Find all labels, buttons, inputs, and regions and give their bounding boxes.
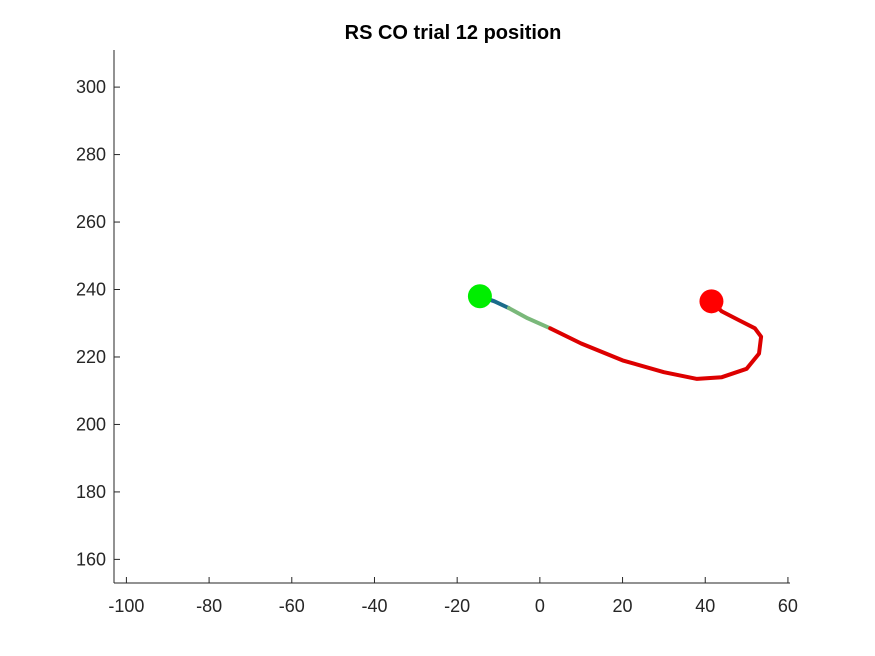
y-tick-label: 300 xyxy=(76,77,106,97)
x-tick-label: -80 xyxy=(196,596,222,616)
x-tick-label: -40 xyxy=(361,596,387,616)
y-tick-label: 240 xyxy=(76,280,106,300)
x-tick-label: 0 xyxy=(535,596,545,616)
y-tick-label: 180 xyxy=(76,482,106,502)
y-tick-label: 220 xyxy=(76,347,106,367)
y-tick-label: 260 xyxy=(76,212,106,232)
chart-title: RS CO trial 12 position xyxy=(345,22,562,44)
y-tick-label: 280 xyxy=(76,145,106,165)
x-tick-label: 60 xyxy=(778,596,798,616)
y-tick-label: 200 xyxy=(76,414,106,434)
x-tick-label: -20 xyxy=(444,596,470,616)
y-tick-label: 160 xyxy=(76,549,106,569)
start-marker xyxy=(467,284,492,309)
y-axis-ticks: 160 180 200 220 240 260 280 300 xyxy=(76,77,120,569)
end-marker xyxy=(699,289,724,314)
x-axis-ticks: -100 -80 -60 -40 -20 0 20 40 60 xyxy=(108,577,798,616)
x-tick-label: -60 xyxy=(279,596,305,616)
x-tick-label: 20 xyxy=(613,596,633,616)
trajectory-segment-3 xyxy=(548,299,764,381)
axes xyxy=(113,50,790,584)
marker-group xyxy=(467,284,724,314)
x-tick-label: 40 xyxy=(695,596,715,616)
x-tick-label: -100 xyxy=(108,596,144,616)
trajectory-segment-2 xyxy=(506,306,553,331)
